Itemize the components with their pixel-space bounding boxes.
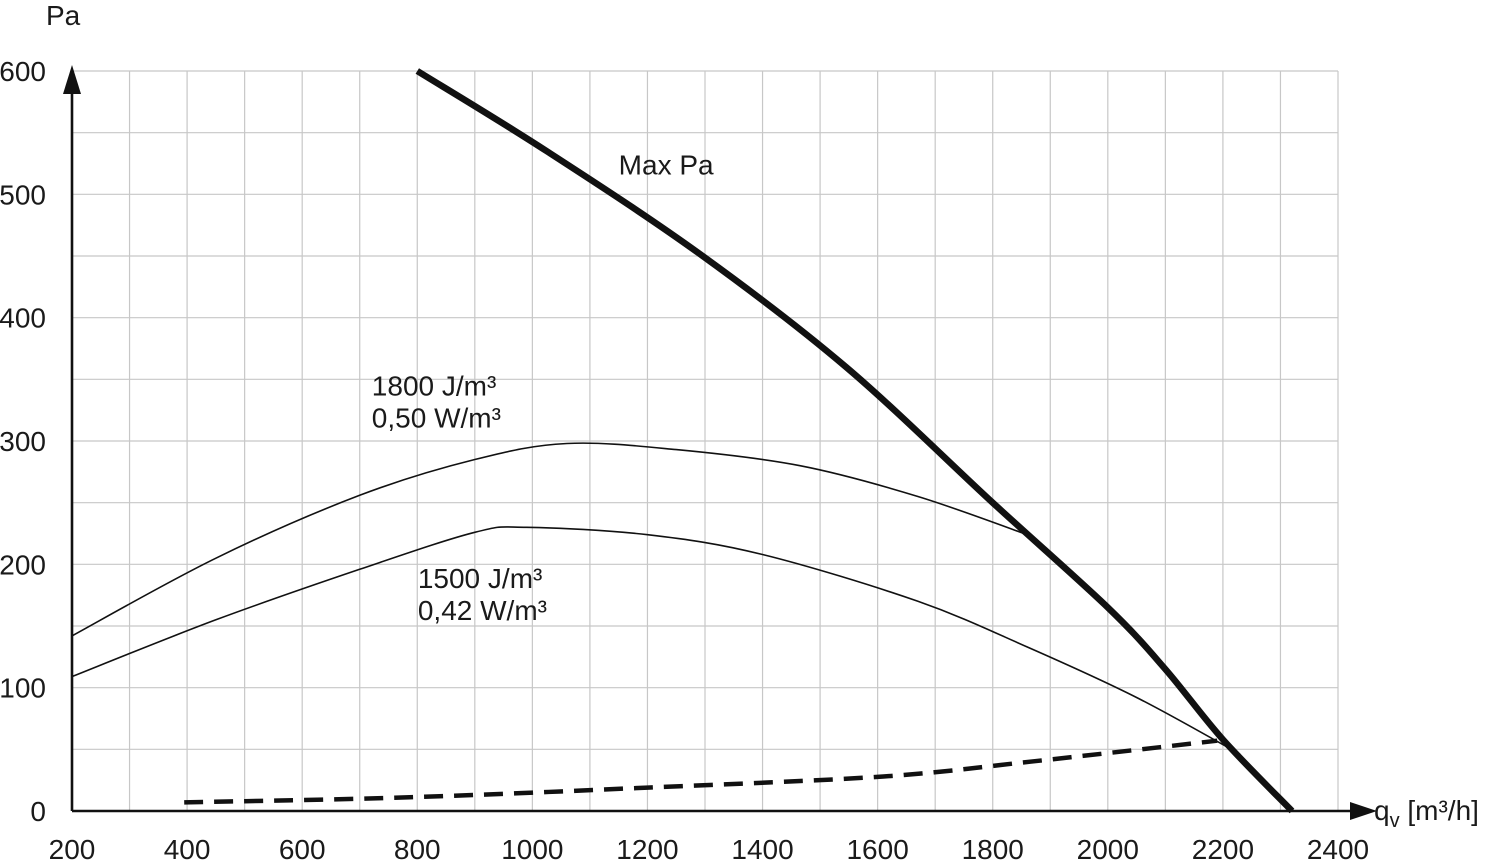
x-tick-label: 800 — [394, 834, 441, 865]
x-axis-arrow-icon — [1350, 802, 1377, 820]
x-tick-label: 2200 — [1192, 834, 1254, 865]
series-dashed-minimum — [184, 738, 1218, 805]
y-tick-label: 400 — [0, 303, 46, 334]
y-tick-label: 600 — [0, 56, 46, 87]
y-axis-title: Pa — [46, 0, 81, 31]
y-tick-label: 0 — [30, 796, 46, 827]
grid — [72, 70, 1339, 811]
axes — [63, 65, 1377, 820]
x-tick-label: 2000 — [1077, 834, 1139, 865]
y-tick-label: 200 — [0, 549, 46, 580]
x-tick-label: 600 — [279, 834, 326, 865]
x-axis-title: qv [m³/h] — [1374, 795, 1479, 832]
label-1500j: 1500 J/m³ 0,42 W/m³ — [418, 563, 547, 626]
y-axis-arrow-icon — [63, 65, 81, 94]
label-1800j: 1800 J/m³ 0,50 W/m³ — [372, 370, 501, 433]
x-tick-label: 1600 — [846, 834, 908, 865]
max-pa-label: Max Pa — [619, 150, 714, 181]
x-tick-label: 1400 — [731, 834, 793, 865]
series-curve-1800j — [71, 442, 1035, 637]
x-tick-label: 1800 — [962, 834, 1024, 865]
x-tick-label: 1200 — [616, 834, 678, 865]
y-tick-label: 300 — [0, 426, 46, 457]
series-curve-1500j — [71, 526, 1241, 756]
y-tick-label: 100 — [0, 673, 46, 704]
x-tick-label: 200 — [49, 834, 96, 865]
x-tick-label: 1000 — [501, 834, 563, 865]
curve-labels: Max Pa 1800 J/m³ 0,50 W/m³ 1500 J/m³ 0,42 W/… — [372, 150, 714, 626]
x-tick-label: 2400 — [1307, 834, 1369, 865]
y-tick-labels: 0 100 200 300 400 500 600 — [0, 56, 46, 827]
y-tick-label: 500 — [0, 179, 46, 210]
series-max-pa — [415, 68, 1295, 814]
x-tick-labels: 200 400 600 800 1000 1200 1400 1600 1800 2000 2200… — [49, 834, 1370, 865]
x-tick-label: 400 — [164, 834, 211, 865]
